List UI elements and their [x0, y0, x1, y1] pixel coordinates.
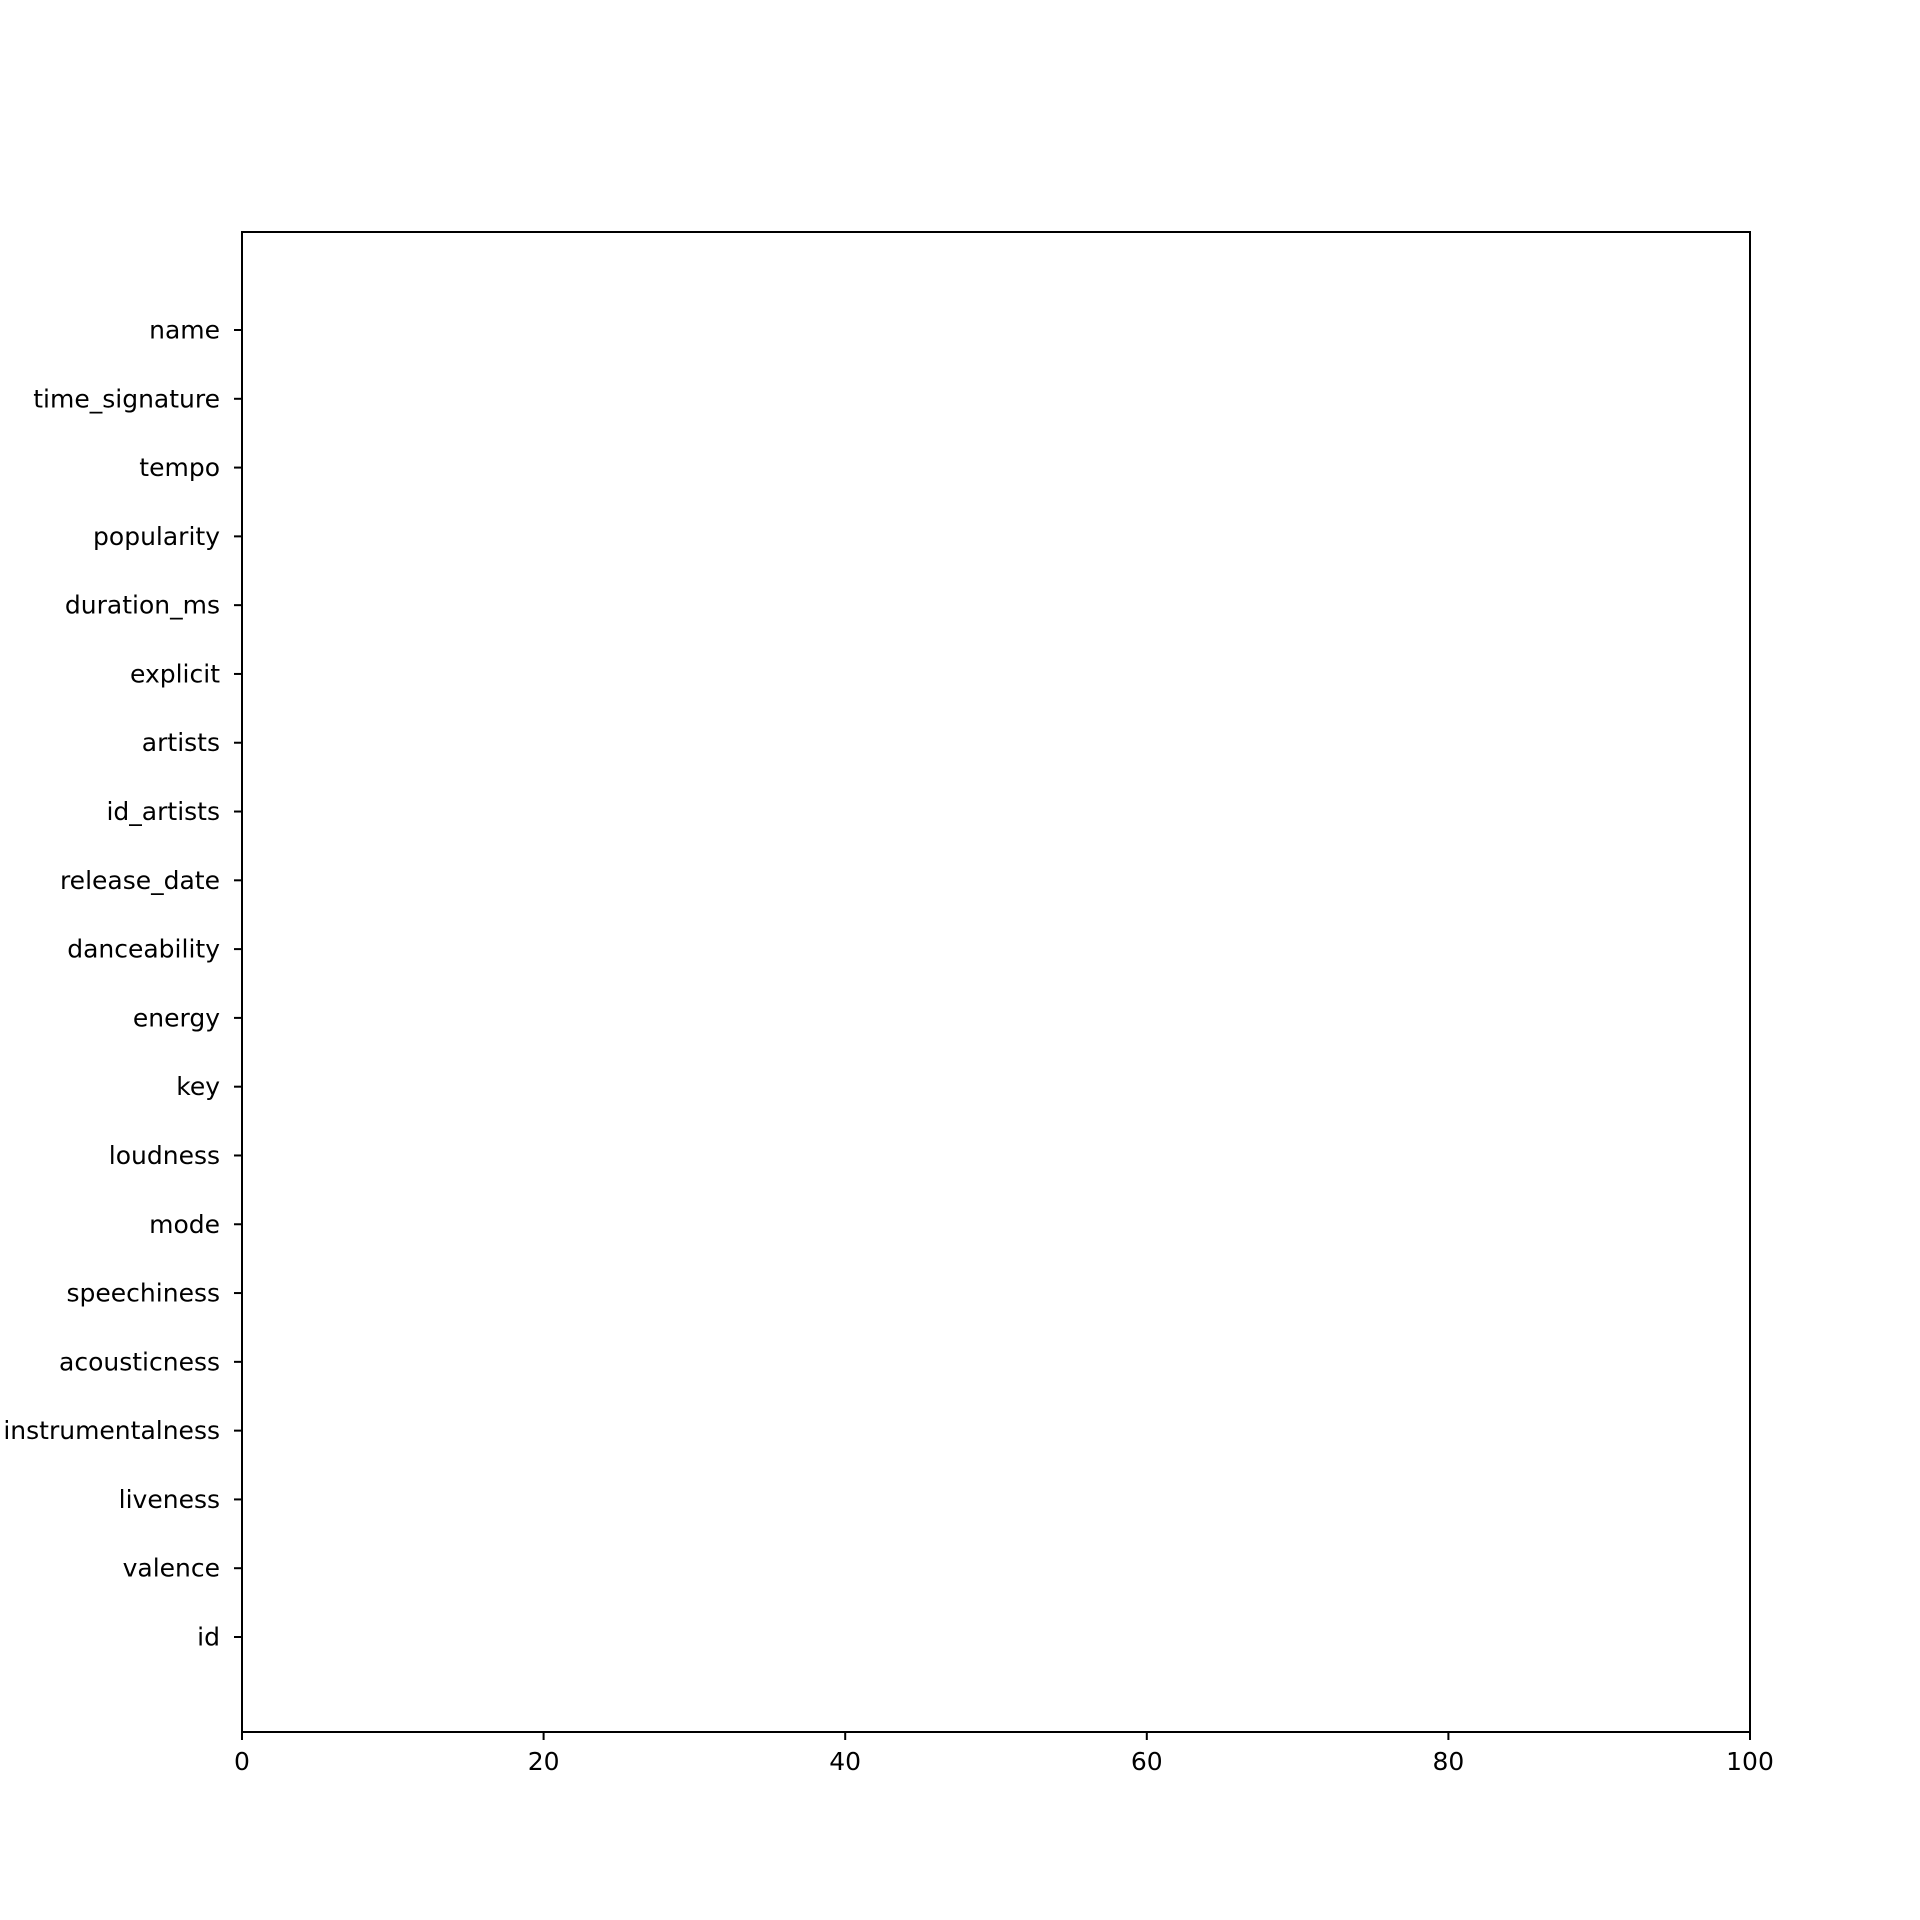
y-tick-label: explicit — [130, 659, 220, 688]
y-tick-label: instrumentalness — [3, 1416, 220, 1445]
y-tick-label: id_artists — [106, 797, 220, 826]
y-tick-label: tempo — [139, 453, 220, 482]
y-tick-label: release_date — [60, 866, 220, 895]
y-tick-label: artists — [142, 728, 220, 757]
y-tick-label: acousticness — [59, 1347, 220, 1376]
x-tick-label: 40 — [829, 1747, 861, 1776]
y-tick-label: duration_ms — [65, 591, 220, 620]
y-tick-label: loudness — [109, 1141, 220, 1170]
y-tick-label: mode — [149, 1210, 220, 1239]
y-tick-label: time_signature — [33, 384, 220, 413]
y-tick-label: speechiness — [67, 1279, 220, 1308]
y-tick-label: energy — [133, 1003, 220, 1032]
x-tick-label: 20 — [528, 1747, 560, 1776]
y-tick-label: valence — [123, 1554, 220, 1583]
y-tick-label: popularity — [93, 522, 220, 551]
y-tick-label: danceability — [67, 935, 220, 964]
y-tick-label: id — [197, 1623, 220, 1652]
y-tick-label: liveness — [119, 1485, 220, 1514]
plot-area-frame — [241, 231, 1751, 1733]
x-tick-label: 80 — [1432, 1747, 1464, 1776]
x-axis: 0 20 40 60 80 100 — [234, 1732, 1774, 1776]
y-tick-label: key — [176, 1072, 220, 1101]
x-tick-label: 100 — [1726, 1747, 1774, 1776]
x-tick-label: 60 — [1131, 1747, 1163, 1776]
x-tick-label: 0 — [234, 1747, 250, 1776]
y-tick-label: name — [149, 316, 220, 345]
